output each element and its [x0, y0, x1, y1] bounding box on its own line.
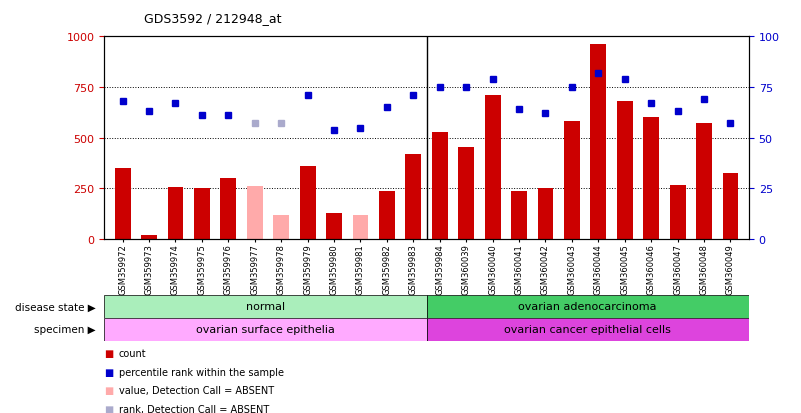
Text: count: count [119, 348, 146, 358]
Bar [485, 96, 501, 240]
Bar [564, 122, 580, 240]
Bar [352, 215, 368, 240]
Text: disease state ▶: disease state ▶ [15, 301, 96, 312]
Bar [115, 169, 131, 240]
Bar [537, 189, 553, 240]
Text: normal: normal [246, 301, 285, 312]
Text: ■: ■ [104, 348, 114, 358]
Text: rank, Detection Call = ABSENT: rank, Detection Call = ABSENT [119, 404, 269, 413]
Text: ovarian cancer epithelial cells: ovarian cancer epithelial cells [505, 324, 671, 335]
Bar [104, 295, 427, 318]
Bar [326, 213, 342, 240]
Bar [427, 318, 749, 341]
Text: ■: ■ [104, 367, 114, 377]
Text: specimen ▶: specimen ▶ [34, 324, 96, 335]
Bar [427, 295, 749, 318]
Bar [723, 174, 739, 240]
Bar [511, 192, 527, 240]
Bar [247, 187, 263, 240]
Text: value, Detection Call = ABSENT: value, Detection Call = ABSENT [119, 385, 274, 395]
Bar [141, 235, 157, 240]
Bar [643, 118, 659, 240]
Bar [405, 154, 421, 240]
Bar [300, 167, 316, 240]
Bar [167, 188, 183, 240]
Bar [670, 186, 686, 240]
Bar [617, 102, 633, 240]
Text: ■: ■ [104, 404, 114, 413]
Bar [273, 215, 289, 240]
Text: ovarian surface epithelia: ovarian surface epithelia [196, 324, 335, 335]
Text: GDS3592 / 212948_at: GDS3592 / 212948_at [144, 12, 282, 25]
Text: percentile rank within the sample: percentile rank within the sample [119, 367, 284, 377]
Text: ■: ■ [104, 385, 114, 395]
Bar [379, 192, 395, 240]
Bar [104, 318, 427, 341]
Bar [432, 132, 448, 240]
Bar [696, 124, 712, 240]
Bar [458, 147, 474, 240]
Bar [590, 45, 606, 240]
Bar [220, 179, 236, 240]
Bar [194, 189, 210, 240]
Text: ovarian adenocarcinoma: ovarian adenocarcinoma [518, 301, 657, 312]
